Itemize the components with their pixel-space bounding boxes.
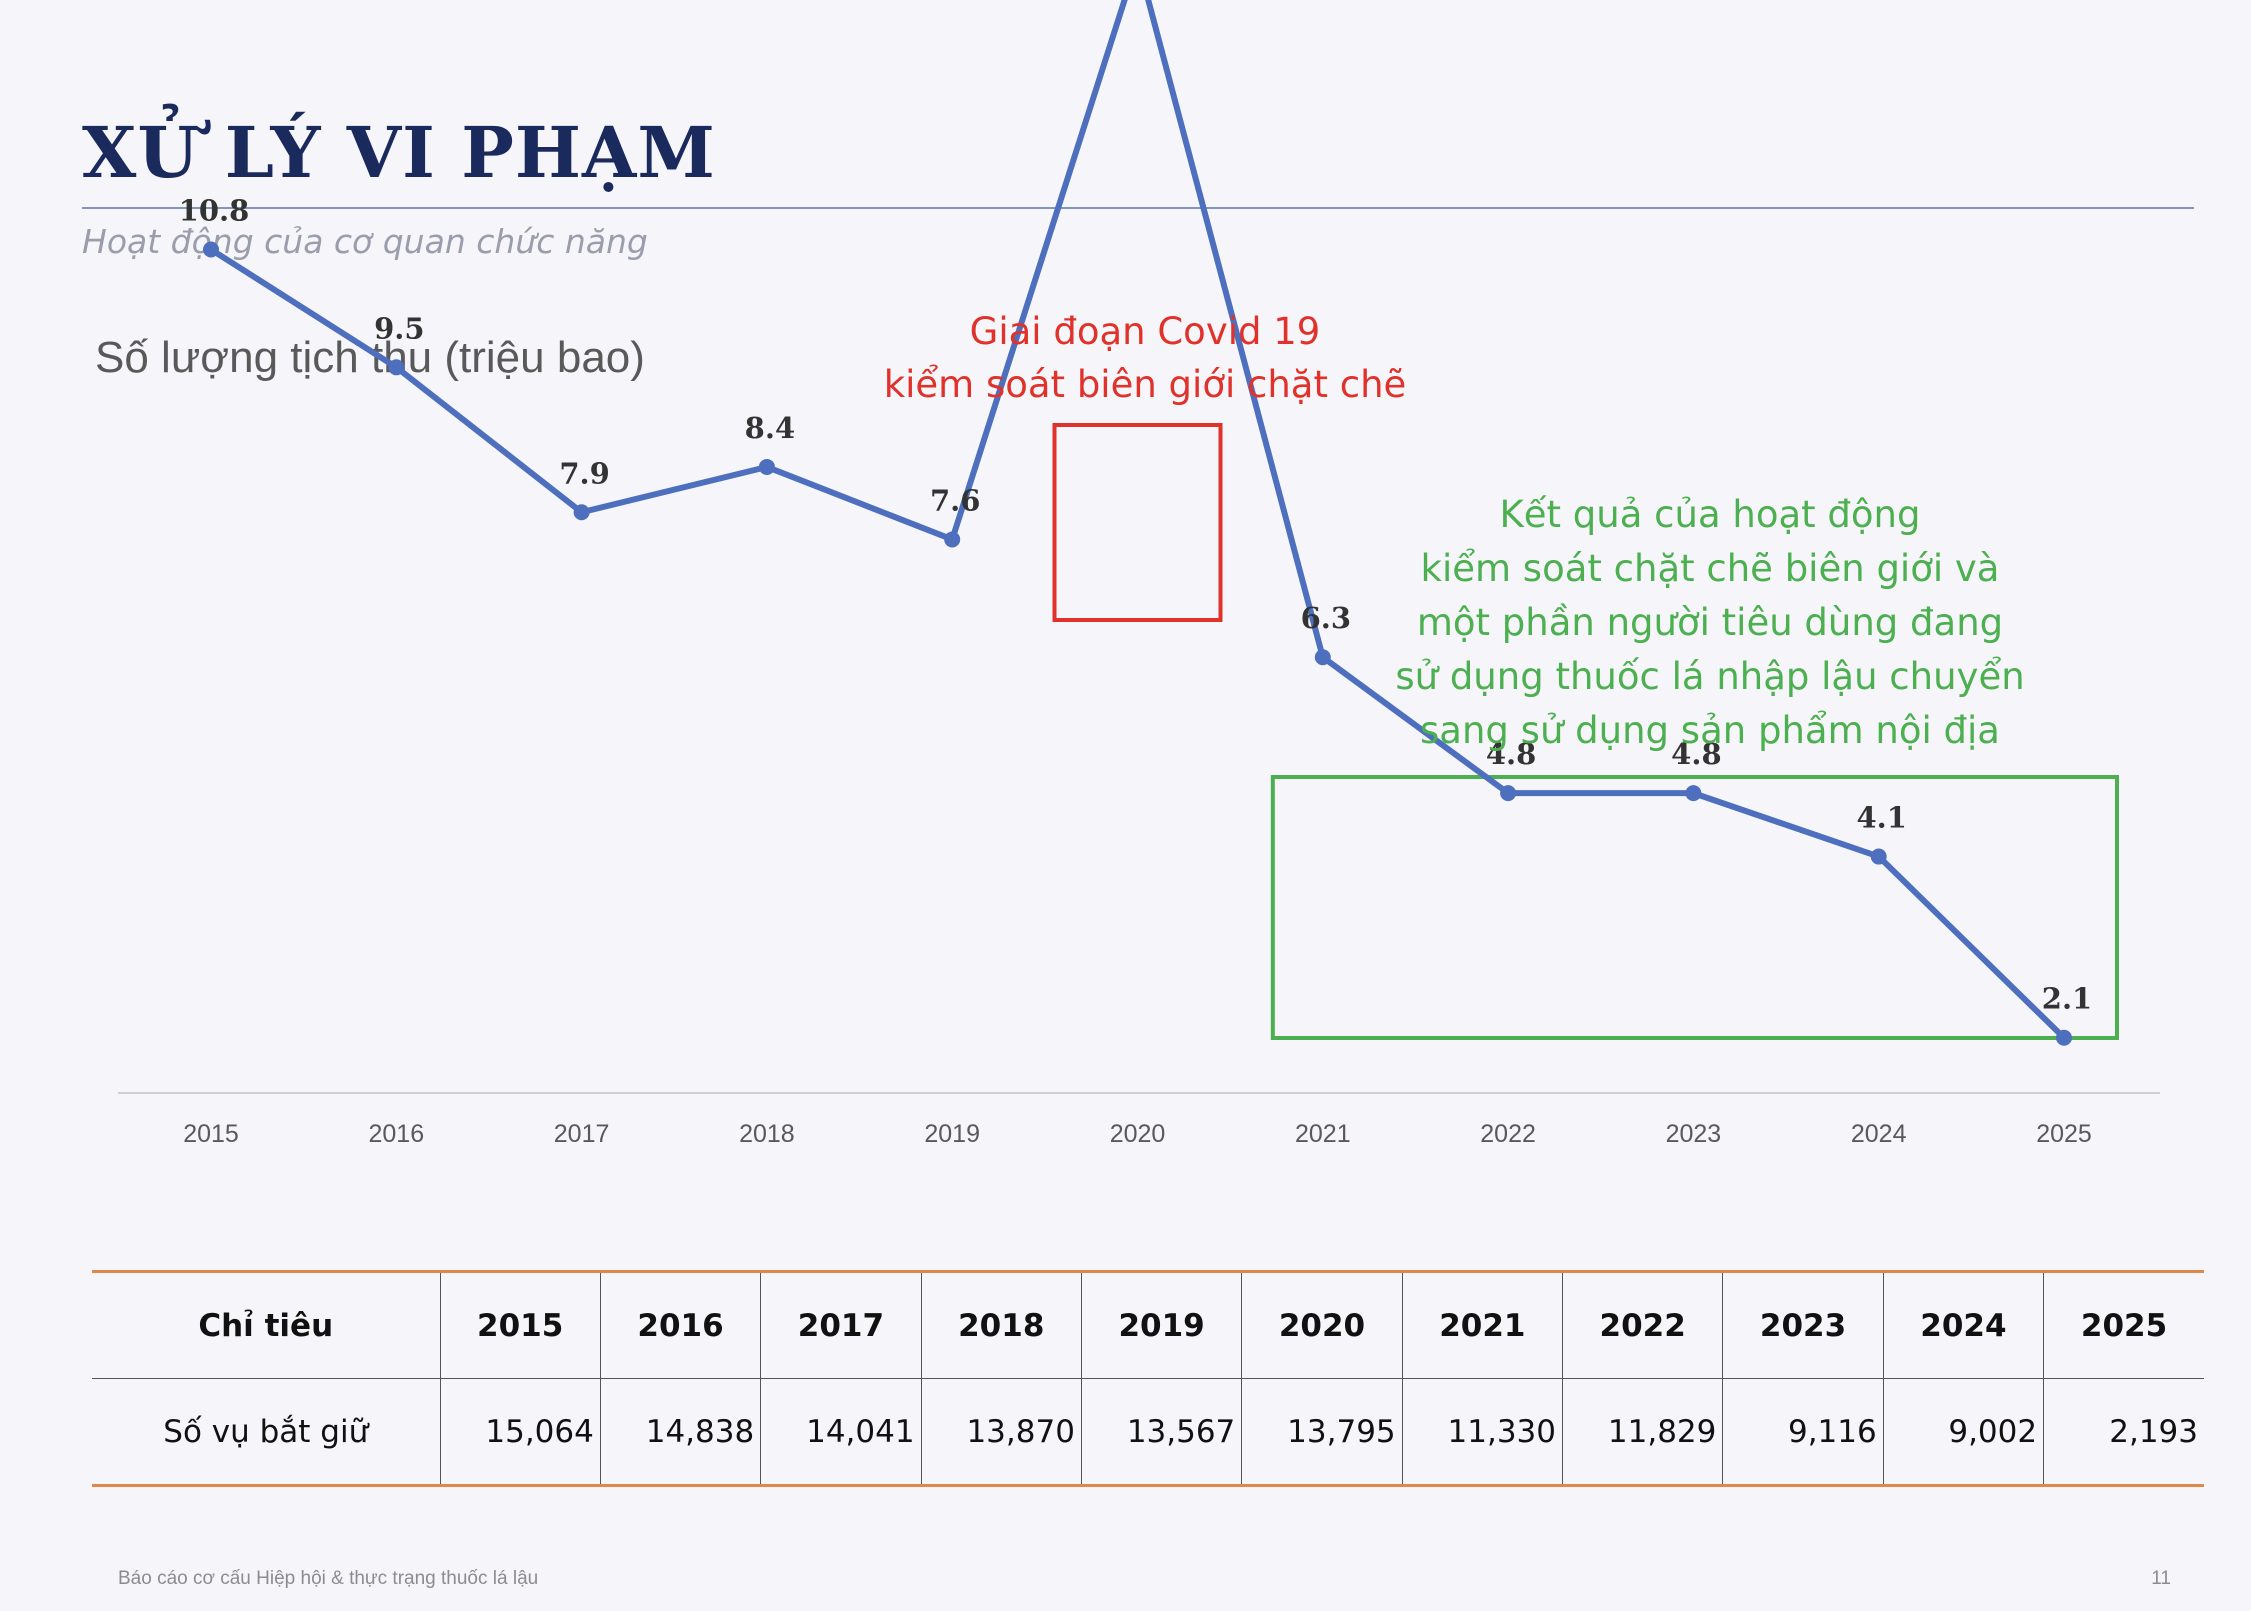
- data-label: 10.8: [179, 194, 250, 228]
- table-header-cell: 2025: [2043, 1271, 2204, 1379]
- result-annotation-line: một phần người tiêu dùng đang: [1416, 601, 2004, 644]
- data-point: [944, 531, 961, 548]
- data-label: 2.1: [2042, 982, 2092, 1016]
- footer-text: Báo cáo cơ cấu Hiệp hội & thực trạng thu…: [118, 1568, 539, 1589]
- data-point: [758, 458, 775, 475]
- data-label: 8.4: [745, 411, 795, 445]
- x-tick-label: 2024: [1851, 1120, 1907, 1148]
- result-annotation-line: sang sử dụng sản phẩm nội địa: [1420, 709, 2000, 752]
- table-cell: 9,116: [1722, 1378, 1884, 1486]
- table-cell: 14,041: [760, 1378, 922, 1486]
- table-header-cell: 2021: [1401, 1271, 1563, 1379]
- data-point: [203, 241, 219, 258]
- title-divider: [82, 207, 2194, 209]
- x-tick-label: 2020: [1110, 1120, 1166, 1148]
- x-tick-label: 2019: [924, 1120, 980, 1148]
- data-label: 7.9: [559, 456, 609, 490]
- covid-annotation: Giai đoạn Covid 19 kiểm soát biên giới c…: [790, 305, 1500, 411]
- table-cell: 11,829: [1562, 1378, 1723, 1486]
- table-header-cell: 2016: [599, 1271, 761, 1379]
- data-point: [388, 359, 405, 376]
- result-annotation-line: Kết quả của hoạt động: [1499, 493, 1921, 536]
- x-tick-label: 2025: [2036, 1120, 2092, 1148]
- table-cell: 15,064: [439, 1378, 601, 1486]
- x-tick-label: 2023: [1666, 1120, 1722, 1148]
- series-line: [208, 0, 2067, 1041]
- table-header-cell: 2022: [1562, 1271, 1723, 1379]
- x-tick-label: 2016: [368, 1120, 424, 1148]
- data-label: 6.3: [1301, 601, 1351, 635]
- table-cell: 14,838: [599, 1378, 761, 1486]
- data-label: 9.5: [374, 311, 424, 345]
- table-header-cell: 2019: [1080, 1271, 1242, 1379]
- table-header-row: Chỉ tiêu 2015 2016 2017 2018 2019 2020 2…: [92, 1271, 2204, 1379]
- data-label: 4.1: [1856, 801, 1906, 835]
- x-tick-label: 2017: [554, 1120, 610, 1148]
- data-point: [1870, 848, 1887, 865]
- data-point: [1685, 785, 1702, 802]
- data-label: 4.8: [1486, 737, 1536, 771]
- table-cell: 13,795: [1241, 1378, 1403, 1486]
- data-label: 7.6: [930, 483, 980, 517]
- table-row: Số vụ bắt giữ 15,064 14,838 14,041 13,87…: [92, 1378, 2204, 1486]
- table-header-cell: 2020: [1241, 1271, 1403, 1379]
- covid-annotation-line: Giai đoạn Covid 19: [969, 310, 1321, 353]
- result-annotation-line: sử dụng thuốc lá nhập lậu chuyển: [1395, 655, 2025, 698]
- table-header-cell: 2015: [439, 1271, 601, 1379]
- table-header-cell: 2023: [1722, 1271, 1884, 1379]
- table-cell: 13,870: [920, 1378, 1082, 1486]
- table-header-cell: Chỉ tiêu: [198, 1307, 334, 1344]
- data-label: 4.8: [1671, 737, 1721, 771]
- table-header-cell: 2017: [760, 1271, 922, 1379]
- table-row-label: Số vụ bắt giữ: [163, 1413, 369, 1450]
- page-subtitle: Hoạt động của cơ quan chức năng: [82, 222, 648, 261]
- page-title: XỬ LÝ VI PHẠM: [82, 111, 716, 194]
- table-header-cell: 2018: [920, 1271, 1082, 1379]
- table-cell: 9,002: [1882, 1378, 2044, 1486]
- data-point: [1314, 649, 1331, 666]
- result-annotation: Kết quả của hoạt động kiểm soát chặt chẽ…: [1350, 488, 2070, 758]
- result-annotation-line: kiểm soát chặt chẽ biên giới và: [1420, 547, 2000, 590]
- x-tick-label: 2015: [183, 1120, 239, 1148]
- data-point: [573, 504, 590, 521]
- table-cell: 11,330: [1401, 1378, 1563, 1486]
- x-tick-label: 2022: [1480, 1120, 1536, 1148]
- data-point: [2056, 1029, 2072, 1046]
- x-tick-label: 2018: [739, 1120, 795, 1148]
- table-cell: 13,567: [1080, 1378, 1242, 1486]
- table-cell: 2,193: [2043, 1378, 2204, 1486]
- line-chart: 2015 2016 2017 2018 2019 2020 2021 2022 2023 2024…: [118, 0, 2160, 1148]
- x-tick-label: 2021: [1295, 1120, 1351, 1148]
- covid-annotation-line: kiểm soát biên giới chặt chẽ: [883, 363, 1407, 406]
- chart-title: Số lượng tịch thu (triệu bao): [95, 333, 645, 382]
- table-header-cell: 2024: [1882, 1271, 2044, 1379]
- page-number: 11: [2151, 1568, 2171, 1589]
- data-point: [1500, 785, 1517, 802]
- covid-highlight-box: [1052, 423, 1223, 622]
- result-highlight-box: [1270, 775, 2120, 1040]
- seizure-table: Chỉ tiêu 2015 2016 2017 2018 2019 2020 2…: [92, 1270, 2204, 1487]
